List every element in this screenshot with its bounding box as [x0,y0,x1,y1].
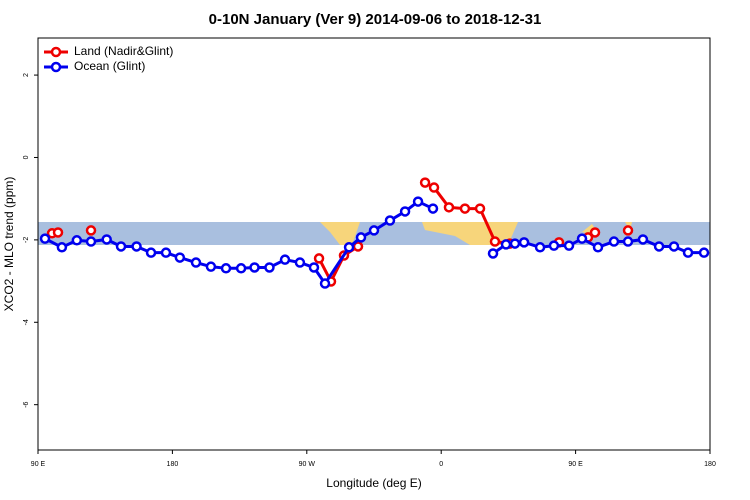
data-point [459,203,471,214]
data-point [443,202,455,213]
data-point [698,247,710,258]
data-point [131,241,142,252]
data-point [279,254,291,265]
data-point [115,241,127,252]
data-point [294,257,306,268]
y-tick-label: 2 [23,73,30,77]
y-tick-label: -2 [23,237,30,243]
data-point [637,234,649,245]
data-point [489,236,501,247]
x-axis-label: Longitude (deg E) [326,476,421,490]
data-point [563,240,575,251]
legend-label: Land (Nadir&Glint) [74,44,173,58]
data-point [589,227,601,238]
data-point [622,236,634,247]
data-point [548,240,560,251]
data-point [343,242,355,253]
legend-marker [50,61,62,73]
x-tick-label: 90 E [31,461,46,468]
data-point [235,263,247,274]
y-tick-label: 0 [23,155,30,159]
data-point [313,253,325,264]
x-tick-label: 0 [439,461,443,468]
data-point [145,247,157,258]
data-point [39,233,51,244]
data-point [384,215,396,226]
data-point [264,262,275,273]
data-point [355,232,367,243]
data-point [205,261,217,272]
data-point [399,206,411,217]
data-point [474,203,486,214]
data-point [190,257,202,268]
data-point [220,263,232,274]
data-point [52,227,64,238]
data-point [608,236,620,247]
data-point [419,177,431,188]
data-point [576,233,588,244]
x-tick-label: 180 [167,461,179,468]
data-point [487,248,499,259]
data-point [534,242,546,253]
data-point [518,237,530,248]
data-point [368,225,380,236]
data-point [427,203,439,214]
chart-title: 0-10N January (Ver 9) 2014-09-06 to 2018… [209,11,542,28]
data-point [428,182,440,193]
data-point [622,225,634,236]
data-point [174,252,186,263]
data-point [160,247,172,258]
plot-frame [37,37,711,451]
data-point [71,235,83,246]
data-point [319,278,331,289]
series [39,196,710,289]
x-tick-label: 90 W [299,461,316,468]
legend-label: Ocean (Glint) [74,59,145,73]
y-tick-label: -4 [23,319,30,325]
data-point [56,242,68,253]
x-tick-label: 90 E [568,461,583,468]
data-point [653,241,665,252]
data-point [509,238,521,249]
data-point [500,239,512,250]
data-point [412,196,424,207]
land-shape [48,222,632,245]
x-tick-label: 180 [704,461,716,468]
data-point [85,236,97,247]
legend-marker [50,46,62,58]
data-point [85,225,97,236]
data-point [682,247,694,258]
data-point [592,242,604,253]
data-point [308,262,320,273]
data-point [101,234,112,245]
data-point [668,241,680,252]
data-point [249,262,260,273]
y-axis-label: XCO2 - MLO trend (ppm) [2,177,16,312]
y-tick-label: -6 [23,401,30,407]
